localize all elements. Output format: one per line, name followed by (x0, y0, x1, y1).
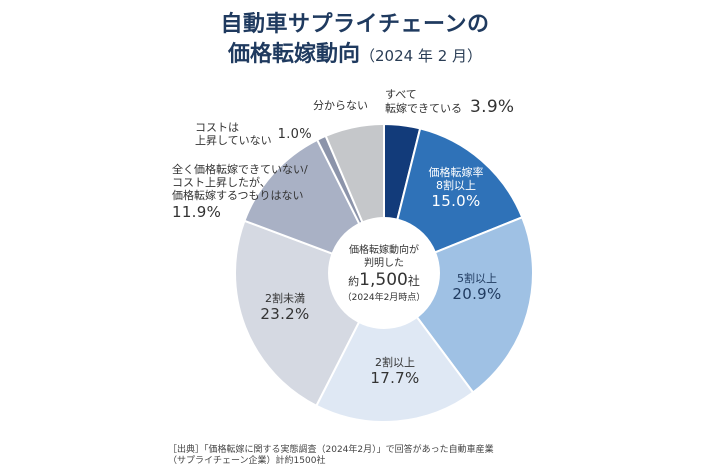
center-suffix: 社 (407, 274, 420, 288)
label-under20-line1: 2割未満 (265, 292, 305, 305)
label-20-percent-plus: 2割以上 17.7% (370, 356, 420, 387)
source-line1: ［出典］「価格転嫁に関する実態調査（2024年2月）」で回答があった自動車産業 (168, 445, 494, 455)
label-unknown: 分からない (313, 99, 368, 112)
label-no-cost-increase: コストは 上昇していない 1.0% (195, 121, 312, 147)
center-line1: 価格転嫁動向が (349, 245, 419, 256)
center-count: 1,500 (359, 270, 408, 290)
donut-hole (328, 217, 440, 329)
center-note: （2024年2月時点） (342, 293, 426, 303)
chart-title-date: （2024 年 2 月） (359, 47, 483, 65)
chart-title-main: 価格転嫁動向 (227, 42, 360, 67)
value-20-percent-plus: 17.7% (370, 369, 420, 387)
label-50-line1: 5割以上 (457, 272, 497, 285)
label-no-transfer: 全く価格転嫁できていない/ コスト上昇したが、 価格転嫁するつもりはない 11.… (172, 163, 308, 221)
value-no-cost-increase: 1.0% (277, 127, 312, 142)
source-note: ［出典］「価格転嫁に関する実態調査（2024年2月）」で回答があった自動車産業 … (168, 445, 494, 467)
value-no-transfer: 11.9% (172, 203, 222, 221)
label-all-transferred: すべて 転嫁できている 3.9% (385, 88, 515, 117)
label-unknown-text: 分からない (313, 99, 368, 112)
chart-title-line1: 自動車サプライチェーンの (220, 12, 490, 37)
chart-title-line2: 価格転嫁動向（2024 年 2 月） (0, 36, 710, 68)
label-under-20-percent: 2割未満 23.2% (260, 292, 310, 323)
label-80-line1: 価格転嫁率 (428, 166, 484, 179)
label-all-transferred-line1: すべて (385, 88, 417, 101)
pie-slice-3 (315, 271, 475, 423)
label-no-cost-line1: コストは (195, 121, 239, 134)
value-under-20-percent: 23.2% (260, 305, 310, 323)
label-no-cost-line2: 上昇していない (195, 134, 272, 147)
source-line2: （サプライチェーン企業）計約1500社 (168, 456, 326, 466)
center-prefix: 約 (348, 275, 360, 288)
label-50-percent-plus: 5割以上 20.9% (452, 272, 502, 303)
value-80-percent-plus: 15.0% (431, 192, 481, 210)
label-20-line1: 2割以上 (375, 356, 415, 369)
value-50-percent-plus: 20.9% (452, 285, 502, 303)
center-count-row: 約1,500社 (329, 270, 439, 292)
center-line2: 判明した (364, 258, 404, 269)
label-no-transfer-line2: コスト上昇したが、 (172, 176, 271, 189)
label-80-line2: 8割以上 (436, 179, 476, 192)
center-summary: 価格転嫁動向が 判明した 約1,500社 （2024年2月時点） (329, 244, 439, 305)
label-no-transfer-line3: 価格転嫁するつもりはない (172, 189, 304, 202)
label-80-percent-plus: 価格転嫁率 8割以上 15.0% (426, 166, 486, 210)
label-all-transferred-line2: 転嫁できている (385, 102, 462, 115)
value-all-transferred: 3.9% (470, 97, 515, 117)
label-no-transfer-line1: 全く価格転嫁できていない/ (172, 163, 308, 176)
